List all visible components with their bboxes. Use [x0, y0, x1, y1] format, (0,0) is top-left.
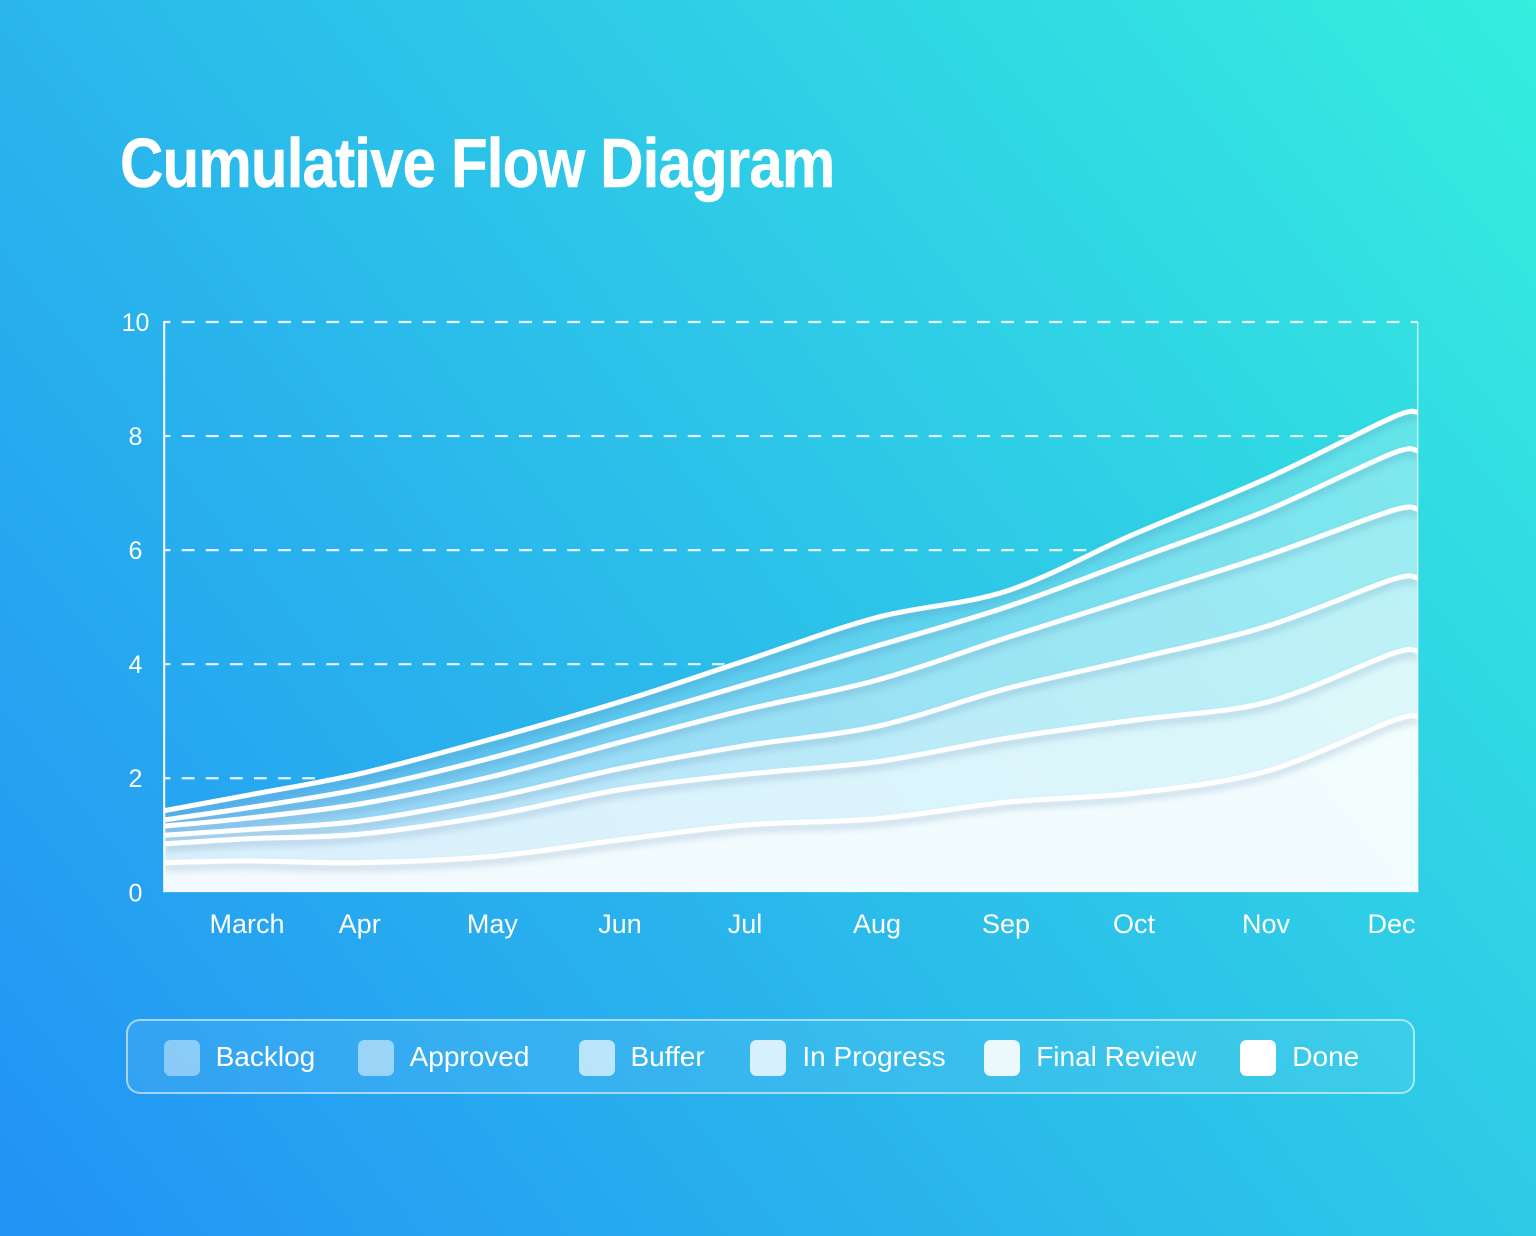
- svg-text:Jul: Jul: [728, 909, 763, 939]
- svg-text:4: 4: [129, 651, 143, 679]
- svg-text:10: 10: [122, 309, 150, 337]
- svg-text:0: 0: [129, 879, 143, 907]
- svg-text:May: May: [467, 909, 519, 939]
- svg-text:Jun: Jun: [598, 909, 642, 939]
- svg-text:8: 8: [129, 423, 143, 451]
- svg-text:6: 6: [129, 537, 143, 565]
- svg-text:Aug: Aug: [853, 909, 901, 939]
- svg-text:Oct: Oct: [1113, 909, 1156, 939]
- svg-text:Dec: Dec: [1367, 909, 1415, 939]
- svg-text:Nov: Nov: [1242, 909, 1291, 939]
- svg-text:March: March: [209, 909, 284, 939]
- svg-text:2: 2: [129, 765, 143, 793]
- svg-text:Apr: Apr: [339, 909, 381, 939]
- svg-text:Sep: Sep: [982, 909, 1030, 939]
